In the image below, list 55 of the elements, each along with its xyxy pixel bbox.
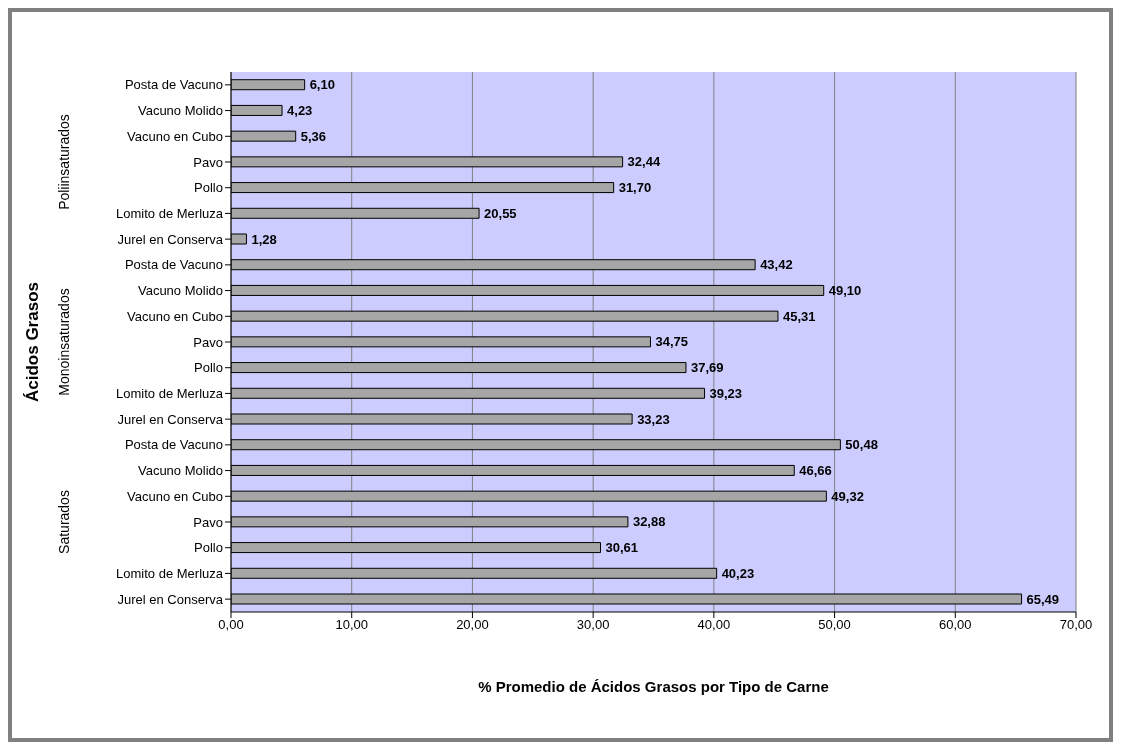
data-label: 20,55 (484, 205, 517, 221)
data-label: 33,23 (637, 411, 670, 427)
data-label: 49,32 (831, 488, 864, 504)
data-label: 5,36 (300, 128, 327, 144)
data-label: 30,61 (605, 540, 639, 556)
y-tick-label: Pollo (194, 180, 223, 196)
data-label: 6,10 (309, 77, 335, 93)
x-axis-title: % Promedio de Ácidos Grasos por Tipo de Carne (478, 678, 829, 695)
data-label: 65,49 (1026, 591, 1060, 607)
data-label: 1,28 (251, 231, 277, 247)
y-tick-label: Posta de Vacuno (124, 77, 223, 93)
y-tick-label: Lomito de Merluza (116, 206, 224, 222)
data-label: 32,44 (627, 154, 661, 170)
data-label: 37,69 (690, 360, 724, 376)
y-tick-label: Pollo (194, 360, 223, 376)
x-tick-label: 70,00 (1059, 617, 1093, 633)
x-tick-label: 60,00 (939, 617, 972, 633)
x-tick-label: 20,00 (456, 617, 489, 633)
y-tick-label: Lomito de Merluza (116, 566, 224, 582)
data-label: 34,75 (655, 334, 689, 350)
x-tick-label: 10,00 (335, 617, 368, 633)
y-axis-title: Ácidos Grasos (23, 282, 43, 402)
x-tick-label: 50,00 (818, 617, 851, 633)
x-tick-label: 0,00 (218, 617, 244, 633)
y-tick-label: Lomito de Merluza (116, 386, 224, 402)
y-tick-label: Posta de Vacuno (124, 437, 223, 453)
y-tick-label: Posta de Vacuno (124, 257, 223, 273)
y-tick-label: Vacuno en Cubo (127, 128, 223, 144)
y-tick-label: Vacuno Molido (137, 283, 223, 299)
x-tick-label: 40,00 (697, 617, 731, 633)
data-label: 32,88 (632, 514, 666, 530)
data-label: 43,42 (760, 257, 793, 273)
text: Poliinsaturados (56, 114, 72, 210)
y-tick-label: Pavo (193, 514, 223, 530)
data-label: 4,23 (287, 103, 313, 119)
y-tick-label: Jurel en Conserva (117, 591, 224, 607)
y-tick-label: Vacuno en Cubo (127, 308, 223, 324)
data-label: 45,31 (782, 308, 816, 324)
y-tick-label: Jurel en Conserva (117, 231, 224, 247)
data-label: 39,23 (709, 385, 743, 401)
x-tick-label: 30,00 (576, 617, 610, 633)
y-tick-label: Pavo (193, 334, 223, 350)
data-label: 40,23 (721, 565, 755, 581)
y-tick-label: Vacuno en Cubo (127, 488, 223, 504)
data-label: 31,70 (618, 180, 652, 196)
y-tick-label: Vacuno Molido (137, 103, 223, 119)
y-tick-label: Vacuno Molido (137, 463, 223, 479)
text: Saturados (56, 490, 72, 554)
text: Monoinsaturados (56, 288, 72, 396)
y-tick-label: Pavo (193, 154, 223, 170)
data-label: 46,66 (799, 463, 832, 479)
data-label: 50,48 (845, 437, 878, 453)
y-tick-label: Jurel en Conserva (117, 411, 224, 427)
y-tick-label: Pollo (194, 540, 223, 556)
data-label: 49,10 (828, 283, 862, 299)
